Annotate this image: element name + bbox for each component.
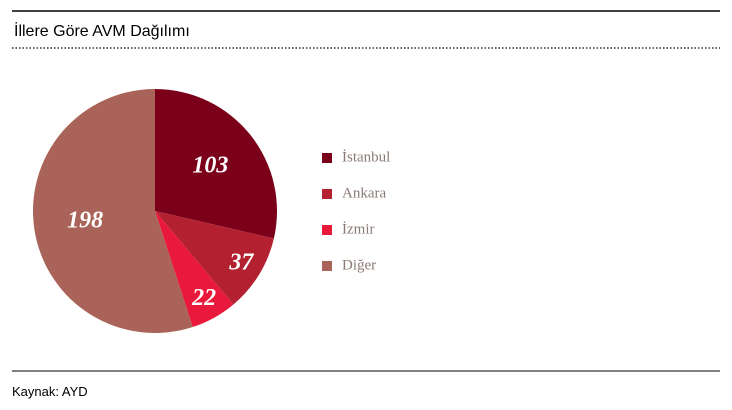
legend-swatch bbox=[322, 189, 332, 199]
pie-slice bbox=[155, 89, 277, 239]
value-label: 103 bbox=[192, 152, 228, 178]
legend-label: Ankara bbox=[342, 185, 386, 201]
legend-swatch bbox=[322, 153, 332, 163]
chart-title: İllere Göre AVM Dağılımı bbox=[14, 21, 190, 40]
value-label: 37 bbox=[228, 249, 254, 275]
pie: 103 37 22 198 bbox=[32, 89, 277, 333]
source: Kaynak: AYD bbox=[12, 384, 88, 399]
legend-swatch bbox=[322, 225, 332, 235]
legend-label: İstanbul bbox=[342, 149, 390, 165]
value-label: 198 bbox=[67, 208, 103, 234]
legend-label: İzmir bbox=[342, 221, 374, 237]
pie-slice bbox=[32, 89, 193, 333]
value-label: 22 bbox=[191, 285, 216, 311]
legend-swatch bbox=[322, 261, 332, 271]
pie-slice bbox=[155, 211, 274, 305]
pie-slice bbox=[155, 211, 234, 328]
legend: İstanbul Ankara İzmir Diğer bbox=[322, 149, 390, 273]
legend-label: Diğer bbox=[342, 257, 376, 273]
